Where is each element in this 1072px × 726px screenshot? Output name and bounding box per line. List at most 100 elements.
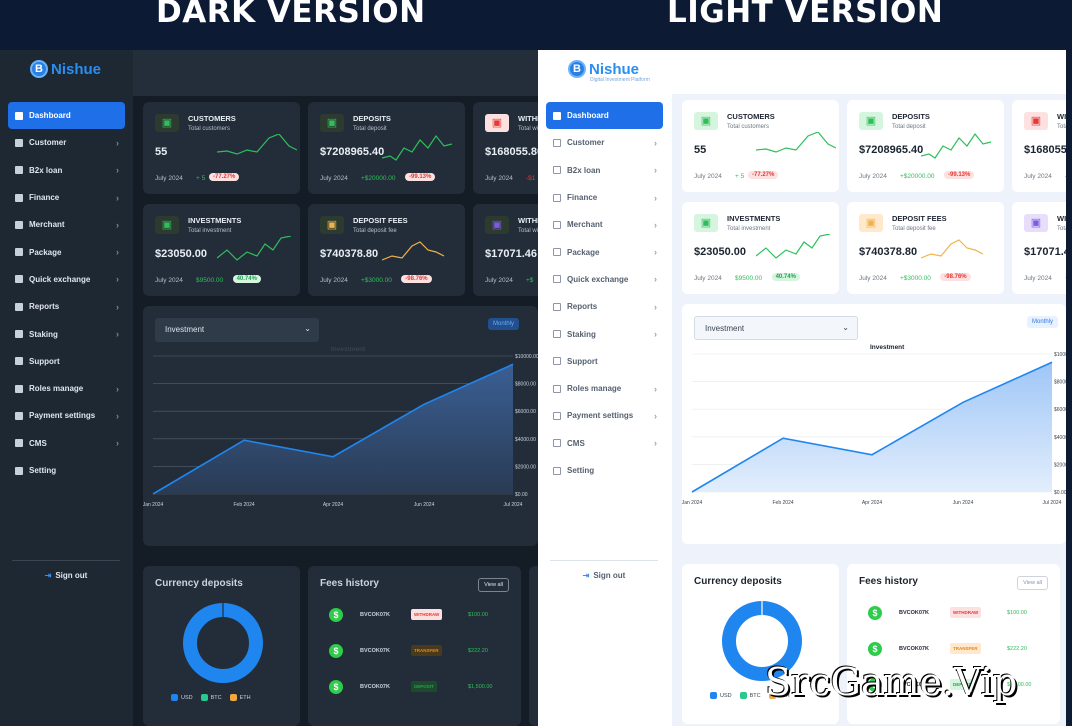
nav-item-reports[interactable]: Reports › xyxy=(546,293,663,320)
nav-item-quick-exchange[interactable]: Quick exchange › xyxy=(8,266,125,293)
stat-card-deposit-fees[interactable]: ▣ DEPOSIT FEES Total deposit fee $740378.80… xyxy=(308,204,465,296)
nav-item-merchant[interactable]: Merchant › xyxy=(546,211,663,238)
legend-item: ETH xyxy=(768,692,790,699)
fee-row[interactable]: $ BVCOK07K DEPOSIT $1,500.00 xyxy=(859,678,1031,692)
sign-out-button[interactable]: ⇥ Sign out xyxy=(550,560,658,580)
nav-item-payment-settings[interactable]: Payment settings › xyxy=(8,402,125,429)
nav-item-dashboard[interactable]: Dashboard xyxy=(546,102,663,130)
chevron-right-icon: › xyxy=(116,274,119,285)
nav-item-cms[interactable]: CMS › xyxy=(546,430,663,457)
stat-card-customers[interactable]: ▣ CUSTOMERS Total customers 55 July 2024 + 5-… xyxy=(143,102,300,194)
gear-icon xyxy=(15,466,23,475)
nav-item-payment-settings[interactable]: Payment settings › xyxy=(546,402,663,429)
y-tick-label: $2000.00 xyxy=(515,464,536,470)
nav-item-setting[interactable]: Setting xyxy=(546,457,663,484)
stat-card-deposits[interactable]: ▣ DEPOSITS Total deposit $7208965.40 July 20… xyxy=(308,102,465,194)
nav-item-setting[interactable]: Setting xyxy=(8,457,125,484)
stat-card-investments[interactable]: ▣ INVESTMENTS Total investment $23050.00 Jul… xyxy=(143,204,300,296)
y-tick-label: $8000.00 xyxy=(1054,380,1066,386)
chevron-right-icon: › xyxy=(116,410,119,421)
fee-type-badge: WITHDRAW xyxy=(950,607,982,618)
monthly-toggle[interactable]: Monthly xyxy=(488,318,520,330)
cms-icon xyxy=(553,439,561,448)
withdraw-fee-icon: ▣ xyxy=(1024,214,1048,232)
camera-icon: ▣ xyxy=(694,214,718,232)
camera-icon: ▣ xyxy=(155,216,179,234)
chart-title: Investment xyxy=(331,346,366,353)
nav-item-package[interactable]: Package › xyxy=(8,238,125,265)
report-icon xyxy=(15,302,23,311)
swap-icon xyxy=(553,275,561,284)
sign-out-icon: ⇥ xyxy=(44,571,52,580)
users-icon: ▣ xyxy=(694,112,718,130)
fee-row[interactable]: $ BVCOK07K TRANSFER $222.20 xyxy=(320,644,490,658)
currency-donut-chart xyxy=(183,603,263,683)
nav-item-quick-exchange[interactable]: Quick exchange › xyxy=(546,266,663,293)
fee-row[interactable]: $ BVCOK07K WITHDRAW $100.00 xyxy=(320,608,490,622)
fee-row[interactable]: $ BVCOK07K WITHDRAW $100.00 xyxy=(859,606,1029,620)
stat-card-withdrawals[interactable]: ▣WITHDRAWALSTotal withdraw$168055.80July… xyxy=(473,102,538,194)
stat-card-withdrawals[interactable]: ▣WITHDRAWALSTotal withdraw$168055.80July… xyxy=(1012,100,1066,192)
stat-card-customers[interactable]: ▣ CUSTOMERS Total customers 55 July 2024 + 5-… xyxy=(682,100,839,192)
chevron-right-icon: › xyxy=(116,192,119,203)
sparkline xyxy=(756,132,836,153)
x-tick-label: Jun 2024 xyxy=(414,502,435,508)
sparkline xyxy=(756,234,831,259)
nav-item-finance[interactable]: Finance › xyxy=(8,184,125,211)
nav-item-roles-manage[interactable]: Roles manage › xyxy=(546,375,663,402)
nav-item-staking[interactable]: Staking › xyxy=(8,320,125,347)
view-all-button[interactable]: View all xyxy=(478,578,509,592)
fee-type-badge: TRANSFER xyxy=(411,645,442,656)
logo[interactable]: B Nishue Digital Investment Platform xyxy=(568,60,650,83)
nav-item-merchant[interactable]: Merchant › xyxy=(8,211,125,238)
payment-icon xyxy=(15,411,23,420)
area-fill xyxy=(692,362,1052,492)
stat-card-deposit-fees[interactable]: ▣ DEPOSIT FEES Total deposit fee $740378.80… xyxy=(847,202,1004,294)
nav-item-support[interactable]: Support xyxy=(546,348,663,375)
grid-icon xyxy=(15,111,23,120)
top-bar xyxy=(672,50,1066,94)
legend-item: BTC xyxy=(739,692,761,699)
sparkline xyxy=(217,236,292,261)
percent-badge: 40.74% xyxy=(232,275,261,283)
nav-item-finance[interactable]: Finance › xyxy=(546,184,663,211)
area-fill xyxy=(153,364,513,494)
nav-item-reports[interactable]: Reports › xyxy=(8,293,125,320)
fee-row[interactable]: $ BVCOK07K DEPOSIT $1,500.00 xyxy=(320,680,492,694)
y-tick-label: $8000.00 xyxy=(515,382,536,388)
percent-badge: -99.13% xyxy=(944,171,975,179)
finance-icon xyxy=(15,193,23,202)
y-tick-label: $10000.00 xyxy=(515,354,538,360)
nav-item-b2x-loan[interactable]: B2x loan › xyxy=(546,157,663,184)
chevron-right-icon: › xyxy=(116,247,119,258)
fee-row[interactable]: $ BVCOK07K TRANSFER $222.20 xyxy=(859,642,1029,656)
investment-select[interactable]: Investment ⌄ xyxy=(694,316,858,340)
sign-out-button[interactable]: ⇥ Sign out xyxy=(12,560,120,580)
cms-icon xyxy=(15,439,23,448)
nav-item-cms[interactable]: CMS › xyxy=(8,430,125,457)
investment-area-chart: $0.00 $2000.00 $4000.00 $6000.00 $8000.00 $10… xyxy=(143,354,538,508)
nav-item-support[interactable]: Support xyxy=(8,348,125,375)
dollar-icon: $ xyxy=(868,606,882,620)
fee-type-badge: DEPOSIT xyxy=(950,679,976,690)
nav-item-dashboard[interactable]: Dashboard xyxy=(8,102,125,130)
nav-item-staking[interactable]: Staking › xyxy=(546,320,663,347)
nav-item-customer[interactable]: Customer › xyxy=(8,129,125,156)
currency-deposits-card: Currency deposits USD BTC ETH xyxy=(143,566,300,726)
dollar-icon: $ xyxy=(329,644,343,658)
legend-swatch xyxy=(710,692,717,699)
monthly-toggle[interactable]: Monthly xyxy=(1027,316,1059,328)
logo[interactable]: B Nishue xyxy=(30,60,101,78)
chart-title: Investment xyxy=(870,344,905,351)
stat-card-deposits[interactable]: ▣ DEPOSITS Total deposit $7208965.40 July 20… xyxy=(847,100,1004,192)
investment-select[interactable]: Investment ⌄ xyxy=(155,318,319,342)
nav-item-customer[interactable]: Customer › xyxy=(546,129,663,156)
nav-item-package[interactable]: Package › xyxy=(546,238,663,265)
view-all-button[interactable]: View all xyxy=(1017,576,1048,590)
nav-item-b2x-loan[interactable]: B2x loan › xyxy=(8,157,125,184)
stat-card-investments[interactable]: ▣ INVESTMENTS Total investment $23050.00 Jul… xyxy=(682,202,839,294)
sidebar: B Nishue Dashboard Customer › B2x loan › Fina… xyxy=(0,50,133,726)
nav-item-roles-manage[interactable]: Roles manage › xyxy=(8,375,125,402)
